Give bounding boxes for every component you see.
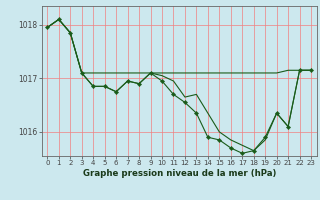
X-axis label: Graphe pression niveau de la mer (hPa): Graphe pression niveau de la mer (hPa) xyxy=(83,169,276,178)
